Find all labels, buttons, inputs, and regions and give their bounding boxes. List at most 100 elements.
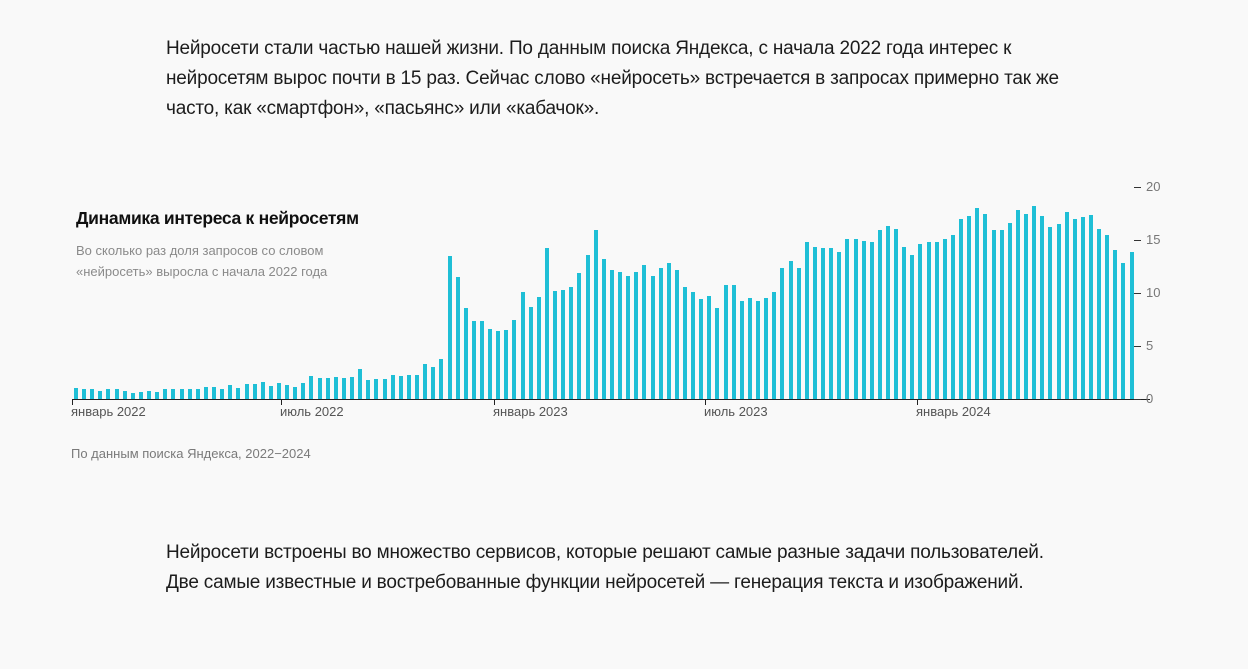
bar: [723, 284, 728, 399]
bar: [528, 306, 533, 399]
bar: [390, 374, 395, 399]
bar: [293, 387, 298, 399]
bar: [942, 238, 947, 399]
bar: [301, 383, 306, 399]
bar: [398, 375, 403, 399]
bar: [544, 248, 549, 399]
bar: [747, 298, 752, 399]
bar: [812, 247, 817, 399]
bar: [601, 259, 606, 399]
x-tick-label: июль 2022: [280, 404, 344, 419]
bar: [504, 330, 509, 399]
bar: [171, 389, 176, 399]
bar: [772, 291, 777, 399]
bar: [674, 269, 679, 399]
bar: [934, 242, 939, 399]
bar: [845, 238, 850, 399]
bar: [796, 267, 801, 399]
bar: [1024, 213, 1029, 399]
bar: [618, 271, 623, 399]
bar: [999, 230, 1004, 399]
x-tick: [917, 399, 918, 405]
bar: [122, 390, 127, 399]
bar: [309, 375, 314, 399]
intro-paragraph: Нейросети стали частью нашей жизни. По д…: [166, 38, 1059, 119]
y-tick: [1134, 240, 1141, 241]
bar: [341, 377, 346, 399]
bar: [1032, 206, 1037, 399]
bar: [252, 384, 257, 399]
bar: [886, 226, 890, 399]
x-tick-label: январь 2023: [493, 404, 568, 419]
bar: [1105, 234, 1110, 399]
x-tick: [281, 399, 282, 405]
bar: [577, 272, 582, 399]
x-tick: [72, 399, 73, 405]
bar: [821, 248, 826, 399]
bar: [569, 286, 574, 399]
bar: [902, 247, 907, 399]
bar: [853, 238, 858, 399]
bar: [374, 378, 379, 399]
bar: [1048, 227, 1053, 399]
bar: [236, 388, 241, 399]
bar: [439, 358, 444, 399]
y-tick-label: 0: [1146, 391, 1154, 406]
bar: [658, 267, 663, 399]
bar: [74, 388, 78, 399]
y-tick: [1134, 399, 1141, 400]
bar: [415, 374, 420, 399]
bar: [520, 291, 525, 399]
bar: [406, 374, 411, 399]
bar: [739, 301, 744, 399]
bar: [203, 387, 208, 399]
y-tick: [1134, 187, 1141, 188]
bar: [423, 364, 428, 399]
bar: [431, 367, 436, 399]
bar: [244, 384, 249, 399]
x-tick: [494, 399, 495, 405]
bar: [926, 242, 931, 399]
bar: [894, 229, 899, 399]
bar: [325, 377, 330, 399]
chart-title: Динамика интереса к нейросетям: [76, 208, 359, 228]
bar: [480, 320, 484, 399]
bar: [447, 255, 452, 399]
bar: [642, 265, 647, 399]
bar: [260, 382, 265, 399]
bar: [317, 377, 322, 399]
bar: [98, 390, 103, 399]
source-note: По данным поиска Яндекса, 2022−2024: [71, 446, 311, 461]
bar: [764, 298, 769, 399]
bar: [780, 267, 785, 399]
bar: [593, 230, 598, 399]
bar: [285, 385, 290, 399]
bar: [950, 234, 955, 399]
y-tick-label: 15: [1146, 232, 1161, 247]
bar: [1089, 214, 1093, 399]
bar: [268, 386, 273, 399]
bar: [683, 286, 687, 399]
bar: [561, 289, 566, 399]
bar: [90, 389, 95, 399]
bar: [983, 213, 988, 399]
bar: [1015, 210, 1020, 399]
y-tick-label: 5: [1146, 338, 1154, 353]
bar: [138, 391, 143, 399]
bar: [975, 208, 980, 399]
bar: [130, 392, 135, 399]
bar: [382, 378, 387, 399]
bar: [1007, 223, 1012, 399]
bar: [212, 387, 217, 399]
bar: [147, 390, 152, 399]
y-tick: [1134, 346, 1141, 347]
bar: [471, 320, 476, 399]
y-tick: [1134, 293, 1141, 294]
x-tick-label: январь 2022: [71, 404, 146, 419]
bar: [877, 230, 882, 399]
bar: [1129, 251, 1134, 399]
bar: [666, 263, 671, 399]
bar: [114, 389, 119, 399]
bar: [959, 218, 964, 399]
bar: [837, 251, 842, 399]
